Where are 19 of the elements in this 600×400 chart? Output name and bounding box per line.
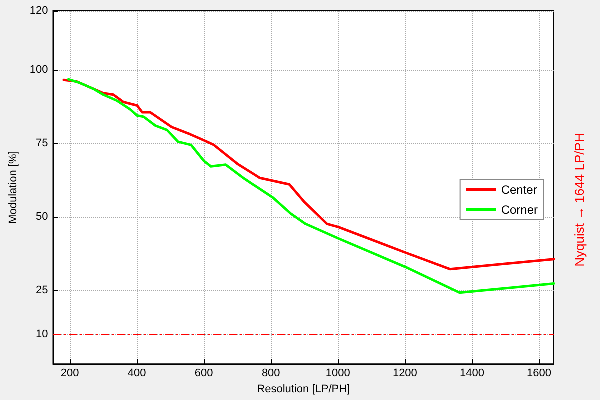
text: Nyquist → 1644 LP/PH bbox=[572, 133, 587, 267]
y-tick-label: 120 bbox=[30, 5, 48, 17]
x-tick-label: 600 bbox=[194, 368, 214, 380]
legend-label: Corner bbox=[501, 203, 538, 217]
y-tick-label: 75 bbox=[36, 137, 48, 150]
y-tick-label: 50 bbox=[36, 210, 48, 223]
x-tick-label: 1400 bbox=[460, 368, 484, 380]
legend-label: Center bbox=[501, 183, 538, 197]
y-axis-title: Modulation [%] bbox=[8, 151, 20, 224]
x-tick-label: 200 bbox=[60, 368, 80, 380]
x-tick-label: 800 bbox=[262, 368, 280, 380]
y-tick-label: 25 bbox=[36, 284, 48, 297]
x-tick-label: 400 bbox=[128, 368, 146, 380]
y-tick-label: 10 bbox=[36, 328, 48, 341]
x-axis-title: Resolution [LP/PH] bbox=[257, 384, 350, 396]
x-tick-label: 1600 bbox=[527, 368, 552, 380]
x-tick-label: 1200 bbox=[392, 368, 418, 380]
y-tick-label: 100 bbox=[30, 64, 48, 76]
x-tick-label: 1000 bbox=[326, 368, 350, 380]
